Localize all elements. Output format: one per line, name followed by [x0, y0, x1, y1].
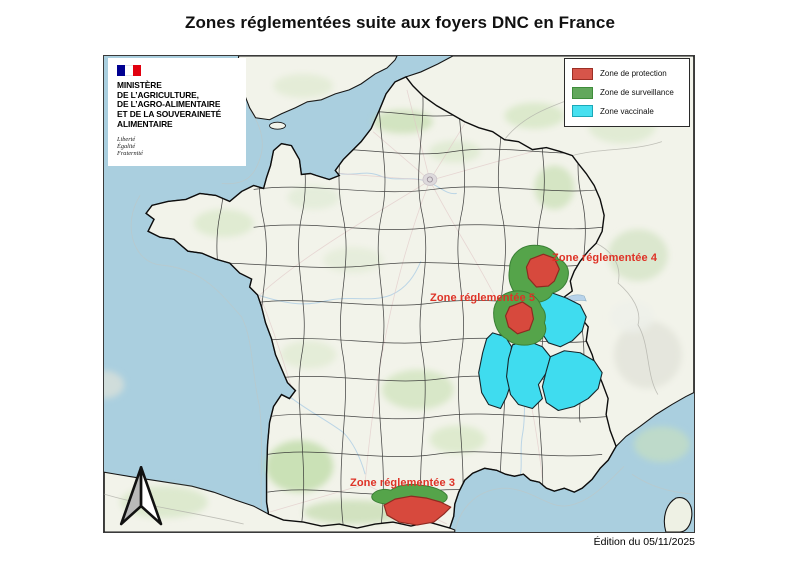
legend-label: Zone vaccinale [600, 106, 654, 116]
corsica-land [663, 497, 693, 532]
ministry-line: MINISTÈRE [117, 80, 162, 90]
france-outline [145, 76, 617, 529]
terrain-texture [104, 73, 690, 525]
ministry-line: DE L’AGRO-ALIMENTAIRE [117, 99, 221, 110]
protection-swatch [572, 67, 593, 80]
france-map-svg [104, 56, 694, 532]
legend-item-protection: Zone de protection [565, 67, 689, 80]
ministry-line: ALIMENTAIRE [117, 118, 173, 129]
paris-urban-area [422, 173, 438, 186]
zone-vaccinale-areas [478, 292, 603, 412]
vaccinale-swatch [572, 105, 593, 118]
map-canvas: MINISTÈRE DE L’AGRICULTURE, DE L’AGRO-AL… [103, 55, 695, 533]
zone-protection-areas [383, 253, 560, 526]
ministry-line: DE L’AGRICULTURE, [117, 89, 199, 100]
legend-item-vaccinale: Zone vaccinale [565, 105, 689, 118]
zone-label-5: Zone réglementée 5 [430, 292, 536, 304]
isle-of-wight [269, 121, 286, 130]
ministry-motto: Liberté Égalité Fraternité [117, 135, 143, 157]
north-arrow-icon [119, 465, 163, 526]
french-flag-icon [117, 65, 141, 76]
map-legend: Zone de protection Zone de surveillance … [564, 58, 690, 127]
zone-label-4: Zone réglementée 4 [552, 252, 658, 264]
map-title: Zones réglementées suite aux foyers DNC … [184, 13, 616, 32]
edition-date: Édition du 05/11/2025 [593, 536, 695, 548]
zone-label-3: Zone réglementée 3 [350, 477, 456, 489]
legend-label: Zone de surveillance [600, 88, 674, 97]
ministry-logo-block: MINISTÈRE DE L’AGRICULTURE, DE L’AGRO-AL… [108, 58, 246, 166]
legend-label: Zone de protection [600, 69, 667, 79]
surveillance-swatch [572, 86, 593, 99]
legend-item-surveillance: Zone de surveillance [565, 86, 689, 99]
ministry-line: ET DE LA SOUVERAINETÉ [117, 109, 222, 120]
